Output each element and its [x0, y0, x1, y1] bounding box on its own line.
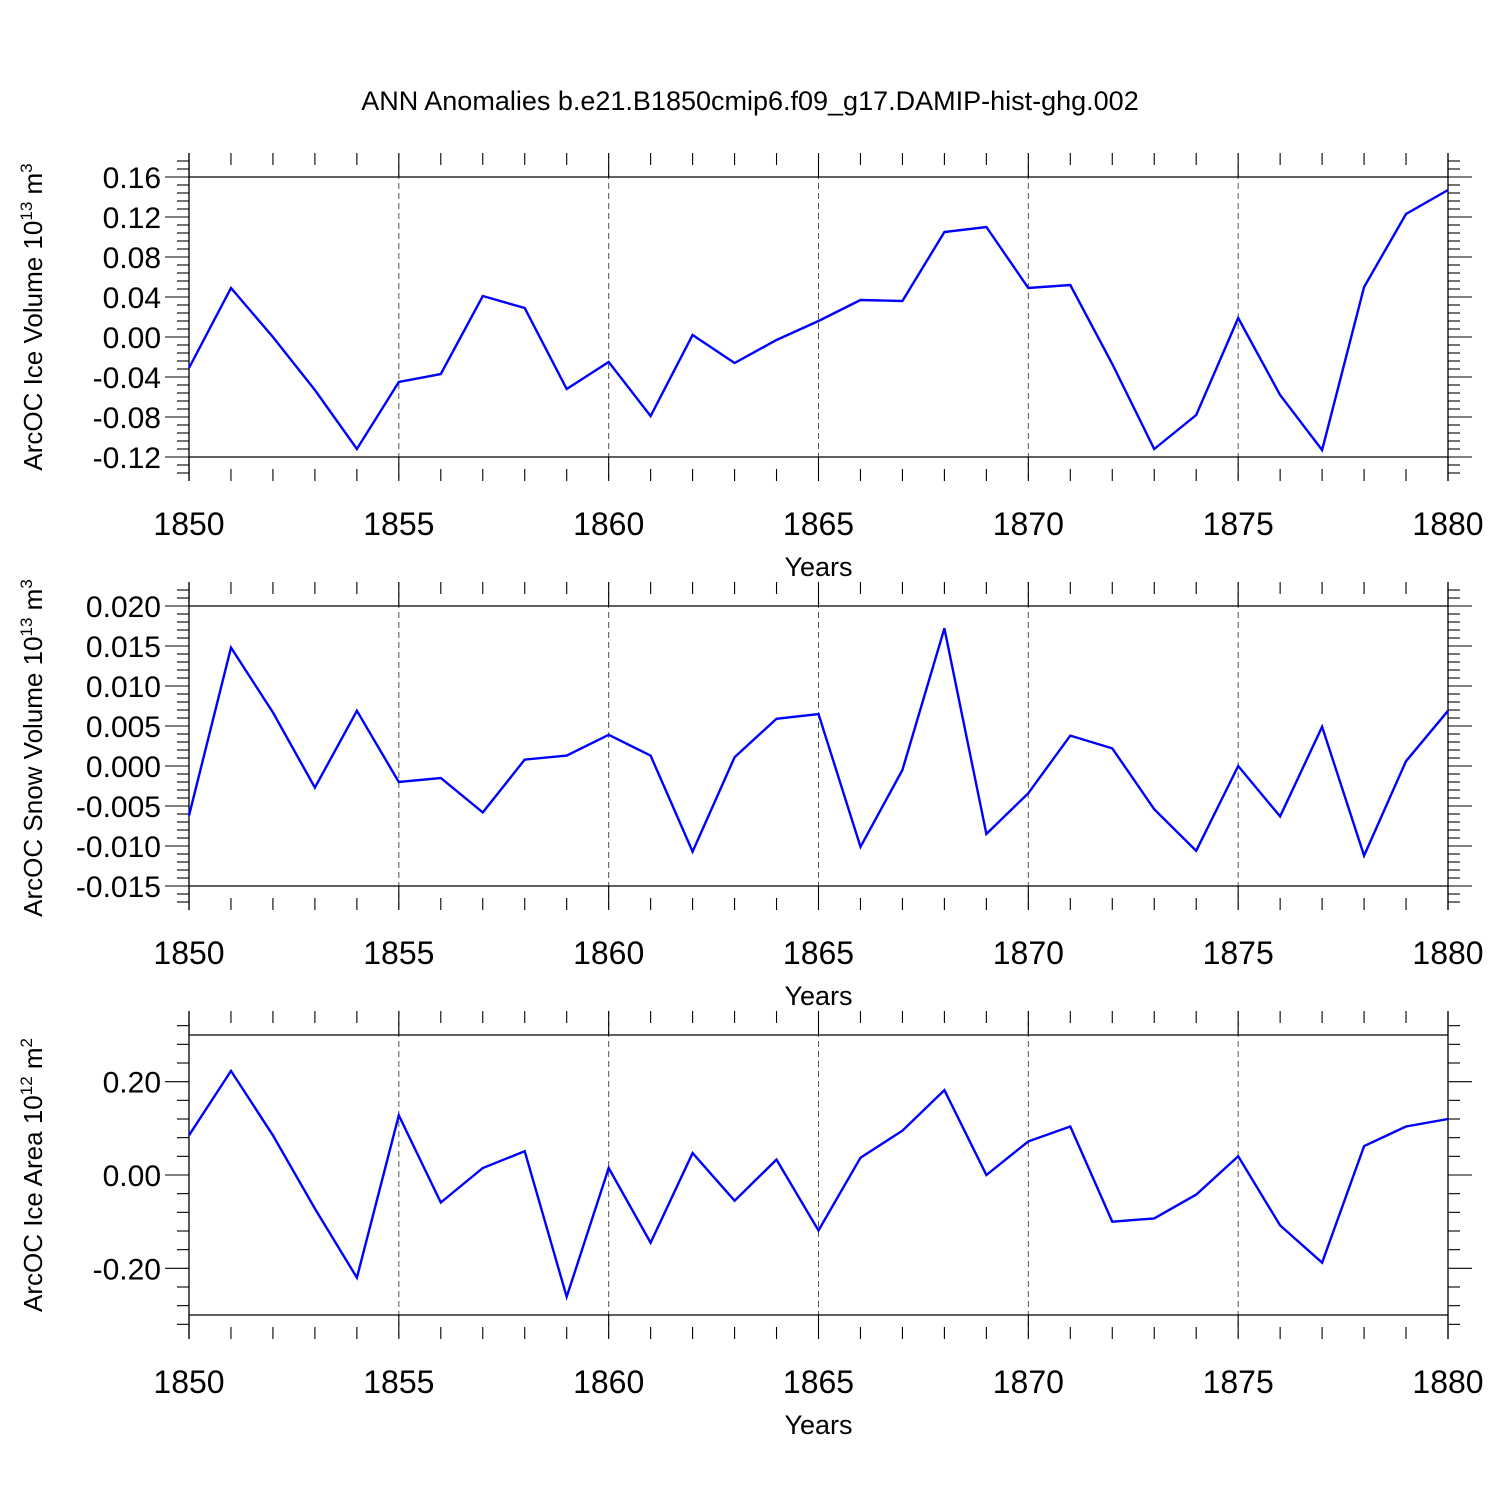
y-tick-label: 0.000 [86, 751, 161, 784]
x-tick-label: 1880 [1412, 935, 1483, 971]
y-tick-label: -0.010 [76, 831, 161, 864]
y-tick-label: 0.015 [86, 631, 161, 664]
series-line [187, 628, 1449, 859]
x-tick-label: 1870 [993, 935, 1064, 971]
x-tick-label: 1860 [573, 506, 644, 542]
y-tick-label: 0.04 [103, 282, 161, 315]
x-tick-label: 1865 [783, 1364, 854, 1400]
y-tick-label: -0.015 [76, 871, 161, 904]
y-tick-label: 0.08 [103, 242, 161, 275]
x-tick-label: 1855 [363, 935, 434, 971]
panels: -0.12 -0.08 -0.04 0.00 0.04 0.08 0.12 0.16 1850 1… [17, 153, 1484, 1440]
y-tick-label: -0.12 [93, 442, 161, 475]
y-tick-label: 0.16 [103, 162, 161, 195]
x-tick-label: 1880 [1412, 1364, 1483, 1400]
x-tick-label: 1850 [153, 1364, 224, 1400]
x-tick-label: 1880 [1412, 506, 1483, 542]
x-tick-label: 1860 [573, 935, 644, 971]
x-tick-label: 1875 [1203, 506, 1274, 542]
y-tick-label: -0.005 [76, 791, 161, 824]
y-tick-label: 0.010 [86, 671, 161, 704]
chart-panel-1: -0.12 -0.08 -0.04 0.00 0.04 0.08 0.12 0.16 1850 1… [17, 153, 1484, 582]
y-tick-label: -0.20 [93, 1253, 161, 1286]
y-tick-label: -0.04 [93, 362, 161, 395]
x-tick-label: 1850 [153, 506, 224, 542]
series-line [187, 188, 1449, 453]
x-axis-label: Years [784, 1410, 852, 1440]
y-axis-label: ArcOC Ice Area 1012 m2 [17, 1038, 48, 1312]
y-tick-label: 0.020 [86, 591, 161, 624]
x-axis-label: Years [784, 981, 852, 1011]
y-axis-label: ArcOC Snow Volume 1013 m3 [17, 579, 48, 917]
x-tick-label: 1865 [783, 935, 854, 971]
y-tick-label: 0.005 [86, 711, 161, 744]
y-tick-label: -0.08 [93, 402, 161, 435]
x-tick-label: 1865 [783, 506, 854, 542]
y-tick-label: 0.20 [103, 1067, 161, 1100]
x-tick-label: 1870 [993, 1364, 1064, 1400]
x-tick-label: 1875 [1203, 1364, 1274, 1400]
y-tick-label: 0.12 [103, 202, 161, 235]
y-tick-label: 0.00 [103, 322, 161, 355]
series-line [187, 1068, 1449, 1301]
chart-panel-2: -0.015 -0.010 -0.005 0.000 0.005 0.010 0.015 0.… [17, 579, 1484, 1011]
x-tick-label: 1850 [153, 935, 224, 971]
x-axis-label: Years [784, 552, 852, 582]
x-tick-label: 1870 [993, 506, 1064, 542]
x-tick-label: 1855 [363, 1364, 434, 1400]
x-tick-label: 1855 [363, 506, 434, 542]
x-tick-label: 1875 [1203, 935, 1274, 971]
chart-panel-3: -0.20 0.00 0.20 1850 1855 1860 1865 1870 1875 188… [17, 1011, 1484, 1440]
y-tick-label: 0.00 [103, 1160, 161, 1193]
x-tick-label: 1860 [573, 1364, 644, 1400]
figure-title: ANN Anomalies b.e21.B1850cmip6.f09_g17.D… [361, 86, 1138, 116]
y-axis-label: ArcOC Ice Volume 1013 m3 [17, 163, 48, 470]
